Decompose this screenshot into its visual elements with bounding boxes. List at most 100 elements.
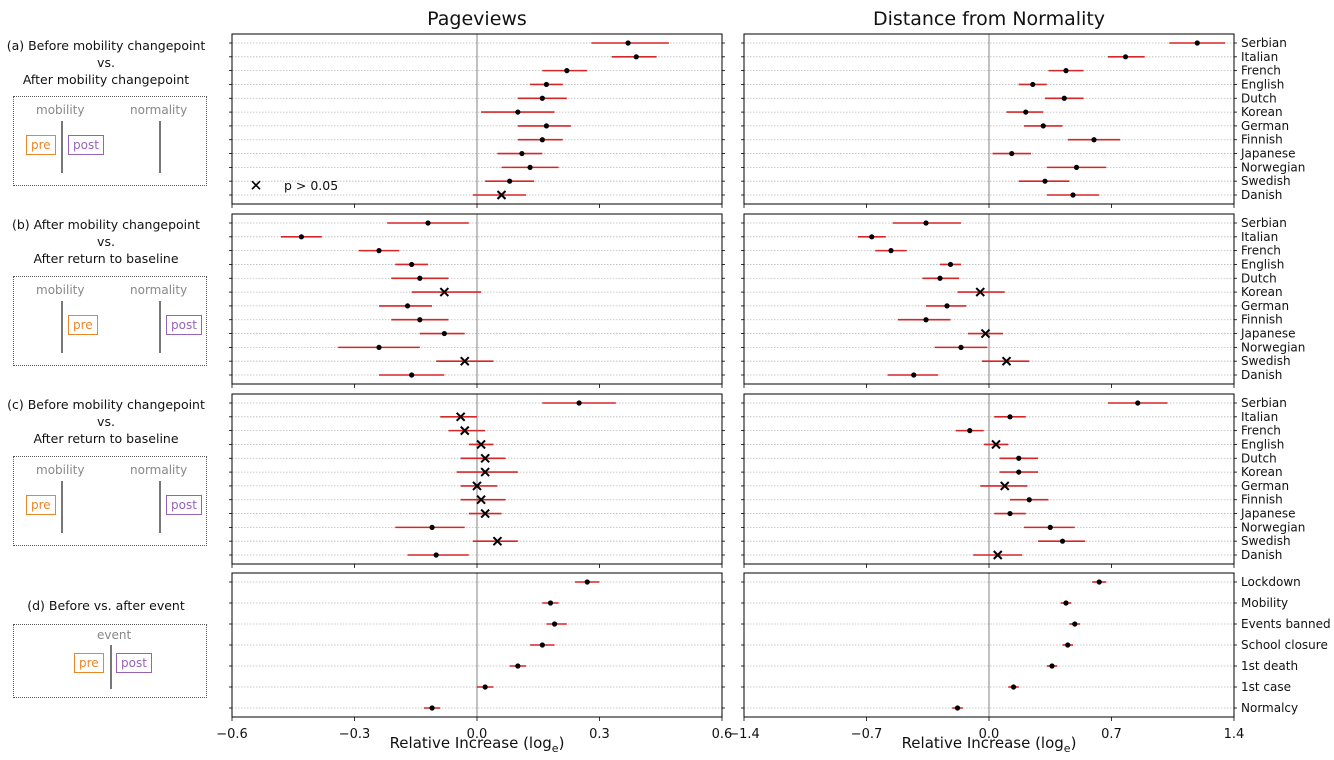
- point-estimate: [954, 705, 961, 711]
- nonsignificant-marker: [460, 425, 470, 436]
- category-label: Swedish: [1241, 174, 1291, 188]
- point-estimate: [967, 428, 973, 434]
- schematic-mobility-label: mobility: [36, 463, 85, 477]
- schematic-event-label: event: [97, 628, 132, 642]
- point-estimate: [944, 303, 950, 309]
- point-estimate: [409, 261, 415, 268]
- point-estimate: [417, 275, 423, 281]
- normality-changepoint-line: [159, 481, 161, 533]
- row-b-label: (b) After mobility changepoint vs. After r…: [12, 217, 200, 266]
- point-estimate: [1072, 621, 1078, 627]
- point-estimate: [417, 317, 423, 323]
- category-label: 1st case: [1241, 680, 1291, 694]
- category-label: German: [1241, 479, 1289, 493]
- x-tick-label: 0.6: [712, 727, 733, 742]
- point-estimate: [625, 40, 631, 46]
- legend-text: p > 0.05: [284, 178, 338, 193]
- point-estimate: [1007, 510, 1013, 517]
- x-tick-label: −1.4: [728, 727, 760, 742]
- point-estimate: [633, 54, 639, 60]
- nonsignificant-marker: [993, 550, 1003, 560]
- category-label: Finnish: [1241, 493, 1283, 507]
- category-label: English: [1241, 257, 1284, 271]
- category-label: Norwegian: [1241, 520, 1305, 534]
- x-tick-label: 0.0: [467, 727, 488, 742]
- category-label: English: [1241, 77, 1284, 91]
- x-tick-label: 1.4: [1224, 727, 1245, 742]
- schematic-b: mobility normality pre post: [13, 276, 207, 366]
- point-estimate: [564, 68, 570, 74]
- nonsignificant-marker: [492, 536, 503, 546]
- pre-box: pre: [68, 315, 98, 335]
- point-estimate: [482, 684, 488, 690]
- point-estimate: [1091, 137, 1097, 143]
- nonsignificant-marker: [476, 439, 486, 450]
- schematic-d: event pre post: [13, 624, 207, 698]
- category-label: Danish: [1241, 368, 1282, 382]
- nonsignificant-marker: [480, 508, 490, 519]
- point-estimate: [1065, 642, 1071, 648]
- post-box: post: [116, 653, 152, 673]
- point-estimate: [1122, 54, 1129, 60]
- category-label: Serbian: [1241, 396, 1287, 410]
- point-estimate: [1049, 663, 1055, 669]
- nonsignificant-marker: [455, 412, 466, 422]
- point-estimate: [519, 150, 525, 157]
- nonsignificant-marker: [1001, 356, 1012, 366]
- mobility-changepoint-line: [61, 121, 63, 173]
- category-label: French: [1241, 424, 1281, 438]
- point-estimate: [947, 261, 954, 268]
- category-label: Finnish: [1241, 133, 1283, 147]
- x-tick-label: 0.3: [589, 727, 610, 742]
- x-tick-label: 0.0: [979, 727, 1000, 742]
- point-estimate: [1040, 123, 1046, 129]
- schematic-a: mobility normality pre post: [13, 96, 207, 186]
- point-estimate: [527, 164, 533, 170]
- point-estimate: [576, 400, 582, 406]
- pre-box: pre: [74, 653, 104, 673]
- point-estimate: [539, 642, 545, 648]
- point-estimate: [441, 330, 447, 337]
- schematic-normality-label: normality: [130, 283, 188, 297]
- point-estimate: [433, 552, 439, 558]
- category-label: Lockdown: [1241, 575, 1301, 589]
- category-label: Finnish: [1241, 313, 1283, 327]
- point-estimate: [376, 344, 382, 350]
- nonsignificant-marker: [496, 190, 507, 200]
- nonsignificant-marker: [476, 495, 486, 505]
- category-label: Norwegian: [1241, 340, 1305, 354]
- x-tick-label: −0.7: [851, 727, 883, 742]
- category-label: Italian: [1241, 230, 1278, 244]
- category-label: Swedish: [1241, 354, 1291, 368]
- point-estimate: [869, 234, 875, 240]
- category-label: Dutch: [1241, 451, 1277, 465]
- category-label: Dutch: [1241, 91, 1277, 105]
- category-label: Korean: [1241, 105, 1283, 119]
- point-estimate: [507, 178, 513, 184]
- point-estimate: [1061, 95, 1067, 101]
- point-estimate: [1023, 109, 1029, 115]
- category-label: Korean: [1241, 285, 1283, 299]
- nonsignificant-marker: [480, 453, 490, 463]
- point-estimate: [1026, 497, 1032, 503]
- point-estimate: [923, 220, 929, 226]
- point-estimate: [923, 317, 929, 323]
- legend-marker: [251, 180, 261, 190]
- nonsignificant-marker: [472, 481, 482, 491]
- point-estimate: [515, 663, 521, 669]
- point-estimate: [958, 344, 964, 350]
- category-label: Italian: [1241, 50, 1278, 64]
- category-label: Serbian: [1241, 216, 1287, 230]
- point-estimate: [1047, 524, 1053, 530]
- point-estimate: [911, 372, 917, 378]
- point-estimate: [584, 579, 590, 585]
- category-label: Italian: [1241, 410, 1278, 424]
- point-estimate: [1063, 600, 1069, 606]
- category-label: English: [1241, 437, 1284, 451]
- category-label: 1st death: [1241, 659, 1298, 673]
- point-estimate: [539, 95, 545, 101]
- post-box: post: [68, 135, 104, 155]
- category-label: Swedish: [1241, 534, 1291, 548]
- point-estimate: [1070, 192, 1076, 198]
